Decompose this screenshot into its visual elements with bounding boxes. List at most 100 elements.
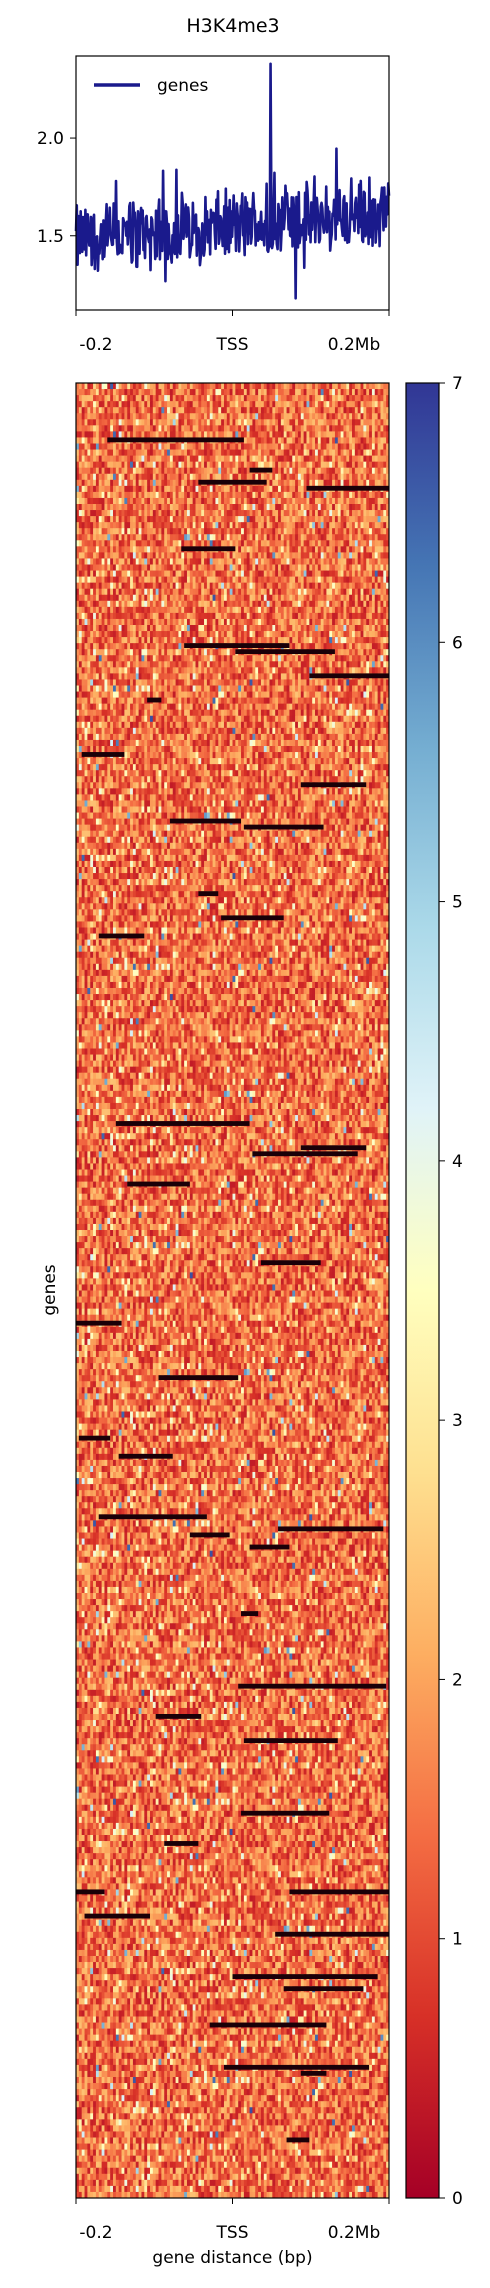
heatmap-cell [139,413,142,419]
heatmap-cell [181,619,184,625]
heatmap-cell [139,407,142,413]
heatmap-cell [258,450,261,456]
heatmap-cell [227,462,230,468]
heatmap-cell [281,486,284,492]
heatmap-cell [287,565,290,571]
heatmap-cell [295,395,298,401]
heatmap-cell [127,607,130,613]
heatmap-cell [247,516,250,522]
heatmap-cell [258,552,261,558]
heatmap-cell [361,383,364,389]
heatmap-cell [164,565,167,571]
heatmap-cell [113,649,116,655]
heatmap-cell [238,546,241,552]
heatmap-cell [287,595,290,601]
heatmap-cell [90,407,93,413]
heatmap-cell [361,510,364,516]
heatmap-cell [358,583,361,589]
heatmap-cell [150,522,153,528]
heatmap-cell [116,631,119,637]
heatmap-cell [230,631,233,637]
heatmap-cell [309,643,312,649]
heatmap-cell [258,522,261,528]
heatmap-cell [261,456,264,462]
heatmap-cell [122,577,125,583]
heatmap-cell [355,583,358,589]
heatmap-cell [241,613,244,619]
heatmap-cell [241,504,244,510]
heatmap-cell [167,389,170,395]
heatmap-cell [178,456,181,462]
heatmap-cell [304,498,307,504]
heatmap-cell [215,444,218,450]
heatmap-cell [378,480,381,486]
heatmap-cell [247,631,250,637]
heatmap-cell [304,450,307,456]
heatmap-cell [85,510,88,516]
heatmap-cell [173,480,176,486]
heatmap-cell [170,425,173,431]
heatmap-cell [82,552,85,558]
heatmap-cell [329,577,332,583]
heatmap-cell [380,601,383,607]
heatmap-cell [139,431,142,437]
heatmap-cell [227,565,230,571]
heatmap-cell [144,407,147,413]
heatmap-cell [267,474,270,480]
heatmap-cell [156,571,159,577]
heatmap-cell [264,492,267,498]
heatmap-cell [178,577,181,583]
heatmap-cell [133,649,136,655]
heatmap-cell [372,462,375,468]
heatmap-cell [315,492,318,498]
heatmap-cell [207,389,210,395]
heatmap-cell [312,577,315,583]
heatmap-cell [90,540,93,546]
heatmap-cell [335,540,338,546]
heatmap-cell [338,437,341,443]
heatmap-cell [104,480,107,486]
heatmap-cell [116,516,119,522]
heatmap-cell [93,480,96,486]
heatmap-cell [361,492,364,498]
heatmap-cell [124,643,127,649]
heatmap-cell [233,565,236,571]
heatmap-cell [93,437,96,443]
heatmap-cell [372,540,375,546]
heatmap-cell [255,456,258,462]
heatmap-cell [250,419,253,425]
heatmap-cell [90,643,93,649]
heatmap-cell [213,504,216,510]
heatmap-cell [110,468,113,474]
heatmap-cell [269,407,272,413]
heatmap-cell [252,383,255,389]
heatmap-cell [321,607,324,613]
heatmap-cell [250,552,253,558]
heatmap-cell [366,468,369,474]
heatmap-cell [207,516,210,522]
heatmap-cell [343,558,346,564]
heatmap-cell [116,480,119,486]
heatmap-cell [349,456,352,462]
heatmap-cell [264,474,267,480]
heatmap-cell [85,498,88,504]
heatmap-cell [358,577,361,583]
heatmap-cell [372,613,375,619]
heatmap-cell [298,577,301,583]
heatmap-cell [346,498,349,504]
heatmap-cell [113,643,116,649]
heatmap-cell [247,558,250,564]
heatmap-cell [315,565,318,571]
heatmap-cell [201,534,204,540]
heatmap-cell [366,595,369,601]
heatmap-cell [184,498,187,504]
heatmap-cell [318,595,321,601]
heatmap-cell [170,625,173,631]
heatmap-cell [255,595,258,601]
heatmap-cell [372,595,375,601]
heatmap-cell [366,425,369,431]
heatmap-cell [369,540,372,546]
heatmap-cell [338,480,341,486]
heatmap-cell [85,431,88,437]
heatmap-cell [85,401,88,407]
